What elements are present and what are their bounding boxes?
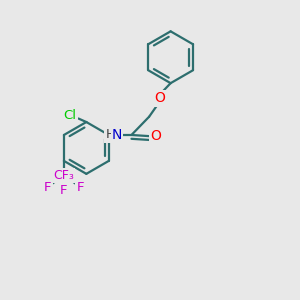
Text: Cl: Cl — [64, 109, 76, 122]
Text: N: N — [112, 128, 122, 142]
Text: F: F — [60, 184, 68, 197]
Text: O: O — [151, 130, 161, 143]
Text: H: H — [105, 128, 115, 142]
Text: O: O — [154, 92, 165, 106]
Text: F: F — [76, 181, 84, 194]
Text: F: F — [44, 181, 52, 194]
Text: CF₃: CF₃ — [53, 169, 74, 182]
